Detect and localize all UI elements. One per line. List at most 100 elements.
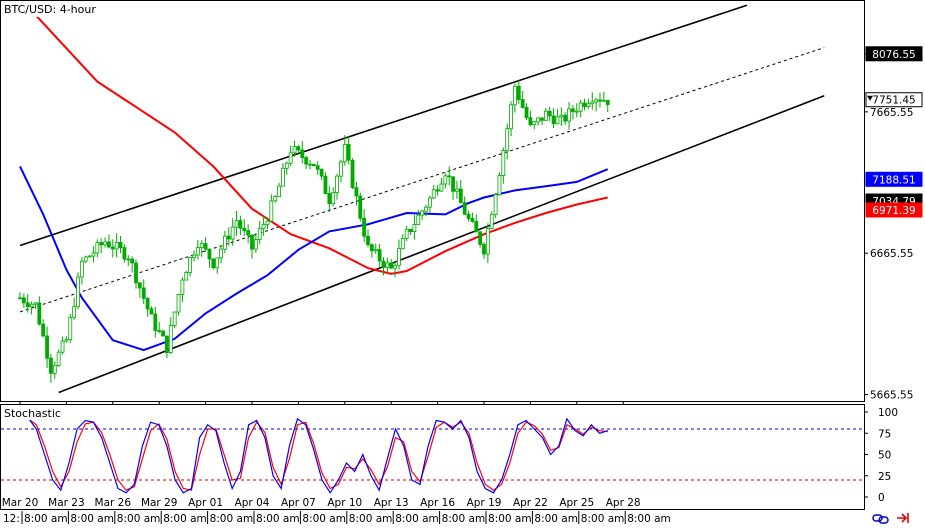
candle-body (447, 175, 452, 178)
candle (157, 321, 162, 334)
candle (408, 228, 413, 236)
candle (25, 294, 30, 313)
candle-body (578, 102, 583, 112)
candle (501, 147, 506, 184)
candle (354, 181, 359, 206)
x-tick-label: Apr 22 (513, 497, 548, 509)
price-tag-label: 7751.45 (872, 95, 915, 107)
candle (342, 135, 347, 166)
candle (540, 117, 544, 125)
stoch-tick-label: 50 (878, 450, 891, 462)
candle-body (509, 104, 513, 130)
candle (83, 255, 88, 264)
candle-body (389, 262, 394, 269)
candle-body (377, 249, 382, 262)
candle (137, 282, 142, 298)
stochastic-plot-area: 100 75 50 25 0 (1, 407, 898, 504)
candle-body (331, 192, 336, 205)
candle-body (505, 128, 510, 151)
candle-body (126, 258, 131, 261)
candle (192, 250, 196, 262)
candle-body (443, 175, 448, 185)
candle-body (520, 99, 525, 108)
candle-body (107, 241, 111, 248)
candle (37, 296, 42, 326)
candle (161, 329, 165, 337)
candle (358, 192, 363, 222)
candle-body (404, 228, 409, 239)
candle-body (137, 282, 142, 289)
candle (219, 245, 223, 264)
candle-body (76, 276, 80, 308)
candle-body (601, 99, 606, 102)
candle-body (455, 188, 459, 192)
candle (466, 210, 471, 222)
candle (528, 110, 533, 127)
candle (277, 183, 281, 198)
candle-body (431, 189, 436, 199)
candle-body (528, 117, 533, 126)
candle (253, 232, 258, 253)
candle-body (385, 262, 390, 268)
candle (563, 112, 568, 125)
candle (49, 353, 53, 383)
footer-time-label: 8:00 am (581, 513, 625, 525)
stoch-tick-label: 0 (878, 492, 885, 504)
footer-time-label: 8:00 am (302, 513, 346, 525)
y-tick-label: 7665.55 (870, 107, 913, 119)
chart-title: BTC/USD: 4-hour (4, 3, 96, 16)
candle-body (319, 168, 324, 177)
candle (559, 107, 564, 127)
x-tick-label: Apr 19 (467, 497, 502, 509)
candle (203, 237, 208, 252)
candle (56, 349, 61, 368)
candle-body (238, 220, 243, 229)
link-icon[interactable] (872, 514, 889, 524)
candle (315, 161, 320, 175)
footer-left-stub: 12: (3, 513, 20, 525)
candle (226, 227, 231, 246)
candle (474, 214, 479, 233)
candle (455, 180, 459, 199)
candle-body (420, 210, 425, 216)
candle (234, 211, 239, 236)
candle-body (91, 252, 96, 257)
price-tag-box (865, 92, 923, 108)
candle-body (281, 167, 285, 187)
candle (346, 136, 351, 165)
last-price-marker (867, 95, 873, 101)
candle (284, 161, 289, 175)
candle (582, 98, 587, 111)
arrow-to-end-icon[interactable] (897, 513, 909, 523)
candle-body (180, 279, 185, 295)
candle-body (118, 241, 123, 248)
candle (497, 172, 502, 196)
candle-body (482, 244, 486, 255)
candle-body (571, 108, 575, 113)
x-tick-label: Mar 29 (141, 497, 178, 509)
candle-body (574, 110, 579, 113)
candle-body (141, 287, 146, 299)
candle (60, 336, 65, 355)
indicator-title: Stochastic (4, 407, 61, 420)
candle (416, 209, 421, 225)
candle-body (458, 188, 463, 204)
x-tick-label: Apr 01 (188, 497, 223, 509)
footer-time-label: 8:00 am (627, 513, 671, 525)
candle (21, 293, 26, 308)
candle-body (234, 220, 239, 228)
footer-bar (0, 510, 925, 525)
candle-body (230, 226, 235, 240)
candle-body (87, 255, 92, 258)
price-tag-box (865, 202, 923, 218)
candle (493, 193, 498, 218)
price-axis: 8076.557665.556665.555665.558076.557751.… (864, 46, 923, 402)
x-tick-label: Apr 07 (281, 497, 316, 509)
candle-body (207, 248, 212, 260)
candle-body (223, 235, 227, 250)
candle-body (474, 221, 479, 233)
candle (524, 103, 529, 120)
indicator-title-background (1, 405, 61, 420)
candle (211, 258, 216, 270)
